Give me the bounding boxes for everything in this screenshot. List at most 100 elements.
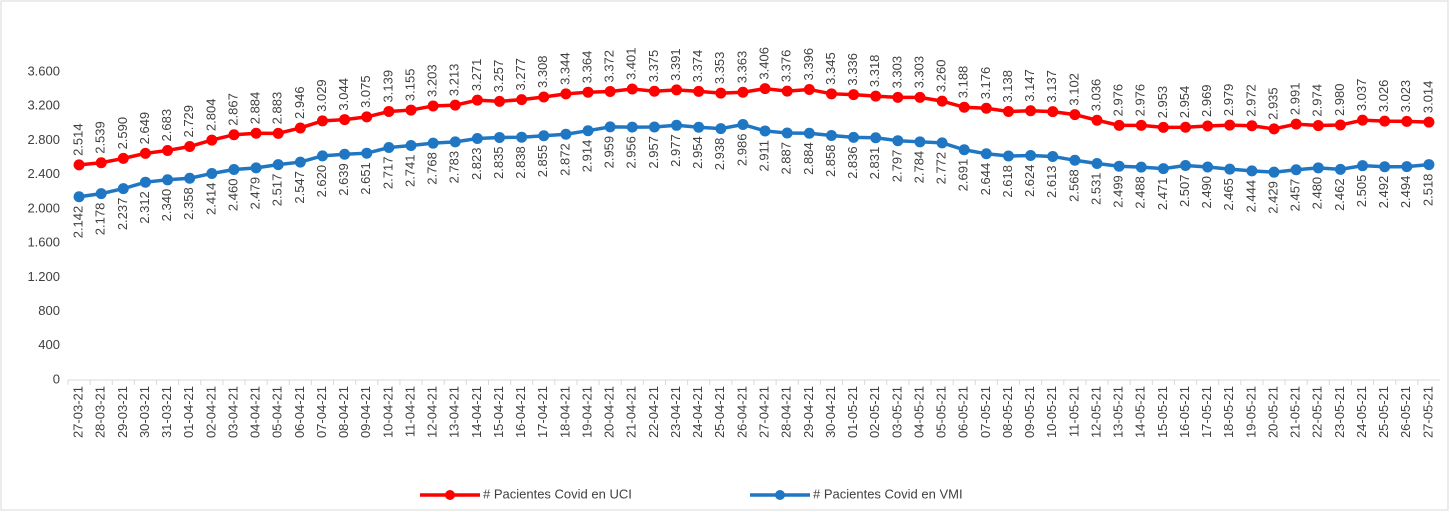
data-label: 2.460 <box>225 179 240 212</box>
x-tick-label: 15-04-21 <box>491 386 506 438</box>
point <box>538 130 550 142</box>
point <box>626 83 638 95</box>
point <box>1334 163 1346 175</box>
x-tick-label: 09-05-21 <box>1022 386 1037 438</box>
point <box>1401 161 1413 173</box>
point <box>162 174 174 186</box>
data-label: 2.783 <box>447 151 462 184</box>
x-tick-label: 07-05-21 <box>978 386 993 438</box>
data-label: 2.884 <box>801 142 816 175</box>
point <box>870 132 882 144</box>
point <box>339 114 351 126</box>
data-label: 2.142 <box>71 206 86 239</box>
x-tick-label: 06-04-21 <box>292 386 307 438</box>
data-label: 2.465 <box>1221 178 1236 211</box>
x-tick-label: 02-04-21 <box>203 386 218 438</box>
data-label: 3.376 <box>779 50 794 83</box>
point <box>184 172 196 184</box>
point <box>892 91 904 103</box>
x-tick-label: 04-04-21 <box>248 386 263 438</box>
data-label: 2.768 <box>425 152 440 185</box>
data-label: 3.372 <box>602 50 617 83</box>
data-label: 2.954 <box>1177 86 1192 119</box>
point <box>980 148 992 160</box>
x-tick-label: 16-04-21 <box>513 386 528 438</box>
point <box>383 142 395 154</box>
point <box>427 100 439 112</box>
point <box>1290 164 1302 176</box>
point <box>1002 150 1014 162</box>
data-label: 3.023 <box>1398 80 1413 113</box>
point <box>1334 119 1346 131</box>
point <box>1357 160 1369 172</box>
data-label: 3.036 <box>1088 79 1103 112</box>
x-tick-label: 23-05-21 <box>1332 386 1347 438</box>
point <box>1091 114 1103 126</box>
data-label: 2.499 <box>1111 175 1126 208</box>
point <box>1401 115 1413 127</box>
y-tick-label: 0 <box>53 371 60 386</box>
data-label: 2.835 <box>491 146 506 179</box>
x-tick-label: 03-04-21 <box>225 386 240 438</box>
point <box>316 115 328 127</box>
x-tick-label: 27-04-21 <box>757 386 772 438</box>
x-tick-label: 03-05-21 <box>889 386 904 438</box>
point <box>1180 121 1192 133</box>
data-label: 3.026 <box>1376 80 1391 113</box>
x-tick-label: 10-04-21 <box>380 386 395 438</box>
data-label: 2.644 <box>978 163 993 196</box>
y-tick-label: 800 <box>38 303 60 318</box>
x-tick-label: 26-04-21 <box>734 386 749 438</box>
point <box>1002 106 1014 118</box>
data-label: 2.972 <box>1243 84 1258 117</box>
x-tick-label: 01-05-21 <box>845 386 860 438</box>
point <box>228 129 240 141</box>
data-label: 3.344 <box>557 52 572 85</box>
x-tick-label: 06-05-21 <box>956 386 971 438</box>
data-label: 3.308 <box>535 55 550 88</box>
point <box>294 122 306 134</box>
data-label: 2.946 <box>292 86 307 119</box>
x-tick-label: 25-04-21 <box>712 386 727 438</box>
point <box>95 188 107 200</box>
data-label: 2.488 <box>1133 176 1148 209</box>
data-label: 2.797 <box>889 150 904 183</box>
point <box>582 86 594 98</box>
point <box>516 131 528 143</box>
x-tick-label: 07-04-21 <box>314 386 329 438</box>
data-label: 2.568 <box>1066 169 1081 202</box>
x-tick-label: 24-05-21 <box>1354 386 1369 438</box>
data-label: 2.954 <box>690 136 705 169</box>
x-tick-label: 10-05-21 <box>1044 386 1059 438</box>
data-label: 3.406 <box>757 47 772 80</box>
point <box>361 147 373 159</box>
point <box>1047 106 1059 118</box>
x-tick-label: 11-04-21 <box>402 386 417 437</box>
data-label: 2.974 <box>1310 84 1325 117</box>
data-label: 3.391 <box>668 48 683 81</box>
data-label: 3.075 <box>358 75 373 108</box>
data-label: 2.957 <box>646 136 661 169</box>
point <box>361 111 373 123</box>
data-label: 3.374 <box>690 50 705 83</box>
point <box>671 84 683 96</box>
data-label: 2.887 <box>779 142 794 175</box>
x-tick-label: 17-04-21 <box>535 386 550 438</box>
point <box>715 123 727 135</box>
data-label: 2.991 <box>1288 83 1303 116</box>
point <box>1357 114 1369 126</box>
point <box>95 157 107 169</box>
point <box>1091 157 1103 169</box>
point <box>715 87 727 99</box>
data-label: 2.938 <box>712 138 727 171</box>
data-label: 3.137 <box>1044 70 1059 103</box>
data-label: 2.884 <box>248 92 263 125</box>
data-label: 2.831 <box>867 147 882 180</box>
data-label: 2.358 <box>181 187 196 220</box>
x-tick-label: 09-04-21 <box>358 386 373 438</box>
point <box>1312 120 1324 132</box>
point <box>184 141 196 153</box>
point <box>1113 160 1125 172</box>
data-label: 3.014 <box>1420 81 1435 114</box>
